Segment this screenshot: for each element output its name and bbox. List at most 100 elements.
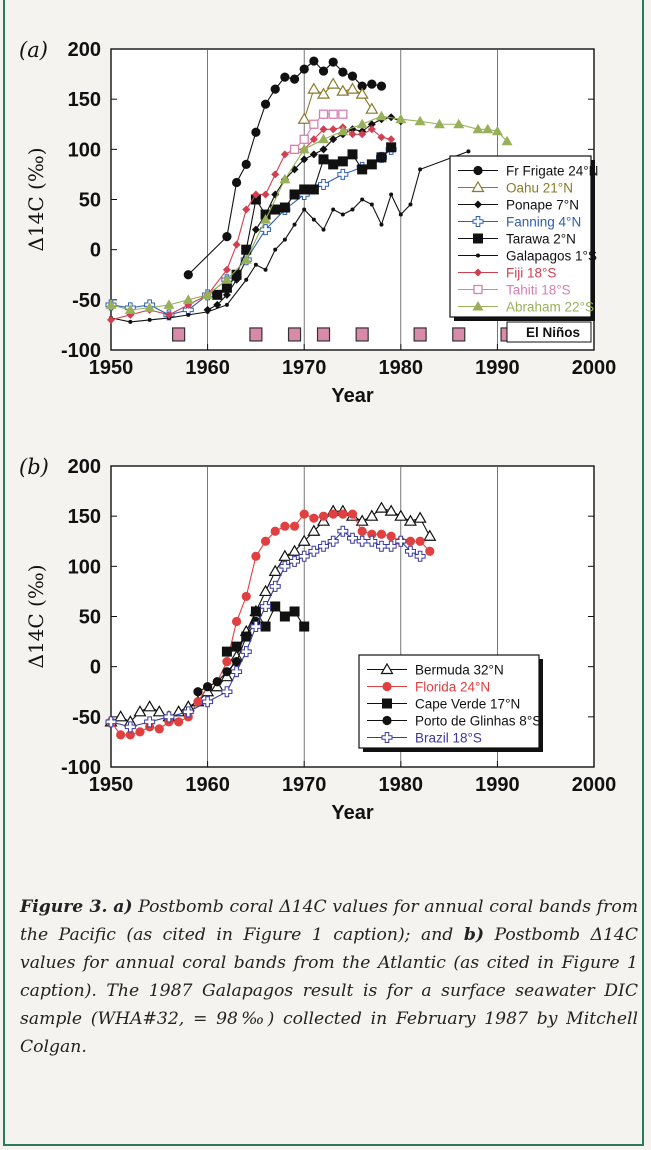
x-tick-label: 1950 [89, 357, 134, 379]
data-point [241, 591, 251, 602]
data-point [221, 282, 232, 293]
data-point [338, 109, 348, 119]
data-point [425, 546, 435, 556]
data-point [289, 521, 300, 531]
data-point [328, 159, 339, 170]
data-point [271, 170, 280, 179]
data-point [340, 212, 345, 217]
data-point [125, 730, 135, 740]
data-point [174, 717, 184, 727]
data-point [270, 84, 280, 94]
data-point [263, 267, 268, 272]
data-point [408, 202, 413, 207]
data-point [231, 666, 243, 678]
data-point [367, 79, 377, 89]
el-nino-marker [452, 327, 466, 342]
data-point [318, 66, 329, 76]
data-point [292, 222, 297, 227]
data-point [307, 524, 321, 536]
data-point [280, 150, 289, 159]
data-point [221, 274, 233, 284]
data-point [107, 315, 115, 324]
data-point [466, 149, 471, 154]
x-axis-title: Year [331, 385, 373, 407]
data-point [231, 641, 242, 652]
el-nino-box [506, 321, 592, 343]
y-tick-label: -50 [72, 707, 101, 729]
data-point [360, 197, 365, 202]
legend-marker [474, 200, 482, 209]
data-point [241, 631, 251, 642]
data-point [366, 535, 378, 547]
data-point [278, 549, 292, 561]
data-point [337, 125, 349, 136]
el-nino-label: El Niños [526, 325, 580, 340]
data-point [309, 150, 318, 159]
data-point [232, 240, 241, 249]
legend-label: Florida 24°N [415, 680, 490, 695]
el-nino-marker [413, 327, 427, 342]
data-point [318, 540, 330, 552]
x-tick-label: 1980 [379, 774, 424, 796]
data-point [405, 536, 416, 546]
data-point [182, 706, 194, 718]
y-tick-label: 150 [68, 89, 101, 111]
el-nino-marker [355, 327, 369, 342]
data-point [279, 173, 291, 184]
y-tick-label: 200 [68, 39, 101, 61]
data-point [318, 154, 329, 165]
data-point [309, 119, 319, 129]
data-point [297, 112, 311, 124]
data-point [328, 57, 338, 67]
data-point [385, 540, 397, 552]
data-point [501, 135, 513, 146]
legend-marker [381, 732, 393, 743]
data-point [135, 727, 145, 737]
data-point [297, 534, 311, 546]
x-tick-label: 2000 [572, 357, 617, 379]
data-point [105, 716, 117, 728]
data-point [279, 560, 291, 572]
data-point [261, 190, 270, 199]
caption-a-label: a) [113, 897, 133, 917]
data-point [260, 224, 272, 236]
data-point [311, 217, 316, 222]
series-line [110, 513, 431, 736]
data-point [376, 529, 387, 539]
data-point [289, 555, 301, 567]
data-point [152, 705, 166, 717]
data-point [300, 155, 309, 164]
data-point [337, 168, 349, 180]
el-nino-marker [287, 327, 302, 342]
data-point [222, 657, 232, 667]
data-point [202, 289, 214, 299]
legend-marker [473, 165, 483, 176]
data-point [319, 145, 328, 154]
y-tick-label: 50 [79, 190, 101, 212]
data-point [356, 118, 368, 129]
data-point [386, 142, 397, 153]
legend-marker [472, 301, 484, 311]
data-point [260, 214, 272, 224]
data-point [318, 109, 329, 119]
panel-b: (b) 1950 1960 1970 1980 1990 2000 -100 -50 0 50 100… [19, 455, 616, 824]
data-point [222, 265, 231, 274]
data-point [356, 535, 368, 547]
data-point [241, 244, 252, 255]
data-point [260, 536, 271, 546]
data-point [377, 133, 386, 142]
data-point [289, 74, 300, 84]
data-point [222, 667, 232, 677]
data-point [316, 87, 331, 99]
data-point [348, 130, 357, 139]
y-tick-label: 0 [90, 657, 101, 679]
panel-a: (a) 1950 1960 1970 1980 1990 2000 -100 -50 0 50 100… [19, 38, 616, 407]
data-point [328, 509, 338, 519]
data-point [143, 700, 157, 712]
data-point [329, 125, 338, 134]
data-point [299, 184, 310, 195]
legend-marker [474, 268, 482, 277]
data-point [154, 724, 164, 734]
data-point [242, 205, 251, 214]
data-point [250, 621, 262, 633]
